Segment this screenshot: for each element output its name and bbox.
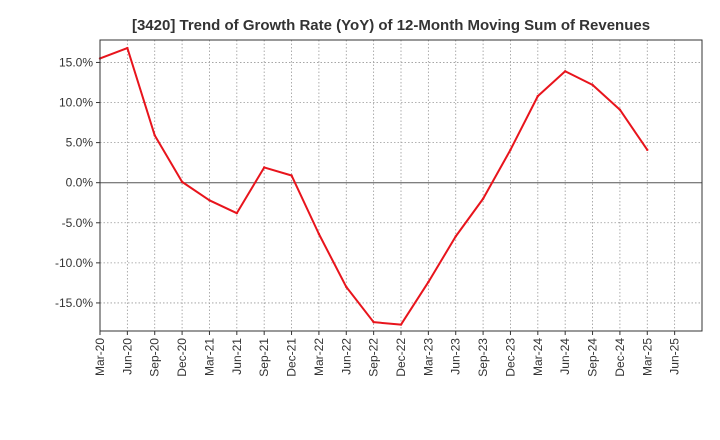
data-point [345,285,348,289]
data-point [208,199,211,202]
x-tick-label: Sep-20 [148,338,162,377]
data-point [591,83,594,87]
x-tick-label: Sep-22 [367,338,381,377]
data-point [646,148,649,152]
plot-frame [99,39,703,332]
y-tick-label: -5.0% [62,216,94,230]
data-point [427,280,430,284]
x-tick-label: Mar-24 [531,338,545,376]
x-tick-label: Dec-23 [503,338,517,377]
x-tick-label: Mar-23 [421,338,435,376]
data-points [98,46,649,326]
x-tick-label: Mar-21 [202,338,216,376]
data-point [454,235,457,238]
y-tick-label: 0.0% [66,176,94,190]
data-point [180,180,184,184]
data-point [563,70,567,73]
x-tick-label: Mar-22 [312,338,326,376]
x-tick-label: Sep-23 [476,338,490,377]
data-point [317,232,321,236]
x-tick-label: Jun-22 [339,338,353,375]
y-tick-label: -10.0% [55,256,93,270]
y-tick-label: 5.0% [66,136,94,150]
x-tick-label: Jun-25 [668,338,682,375]
x-tick-label: Jun-23 [449,338,463,375]
data-point [509,148,512,152]
x-tick-label: Sep-24 [586,338,600,377]
data-point [372,320,375,324]
data-point [290,174,293,177]
data-point [536,94,540,98]
x-tick-label: Dec-22 [394,338,408,377]
x-tick-label: Jun-24 [558,338,572,375]
x-tick-label: Dec-20 [175,338,189,377]
data-point [235,211,239,215]
data-point [618,108,622,111]
x-tick-label: Jun-20 [120,338,134,375]
y-axis-ticks: 15.0% 10.0% 5.0% 0.0% -5.0% -10.0% -15.0% [55,55,100,310]
data-point [399,323,403,326]
y-tick-label: 15.0% [59,55,93,69]
data-point [126,46,129,50]
y-tick-label: -15.0% [55,296,93,310]
x-tick-label: Dec-21 [285,338,299,377]
x-tick-label: Dec-24 [613,338,627,377]
grid-lines [100,40,702,331]
x-tick-label: Sep-21 [257,338,271,377]
x-tick-label: Mar-20 [93,338,107,376]
data-point [153,134,156,137]
x-axis-ticks: Mar-20 Jun-20 Sep-20 Dec-20 Mar-21 Jun-21 Sep-… [93,331,682,377]
y-tick-label: 10.0% [59,96,93,110]
data-point [262,166,266,169]
chart-title: [3420] Trend of Growth Rate (YoY) of 12-… [132,17,650,34]
x-tick-label: Jun-21 [230,338,244,375]
data-point [481,197,485,200]
x-tick-label: Mar-25 [640,338,654,376]
